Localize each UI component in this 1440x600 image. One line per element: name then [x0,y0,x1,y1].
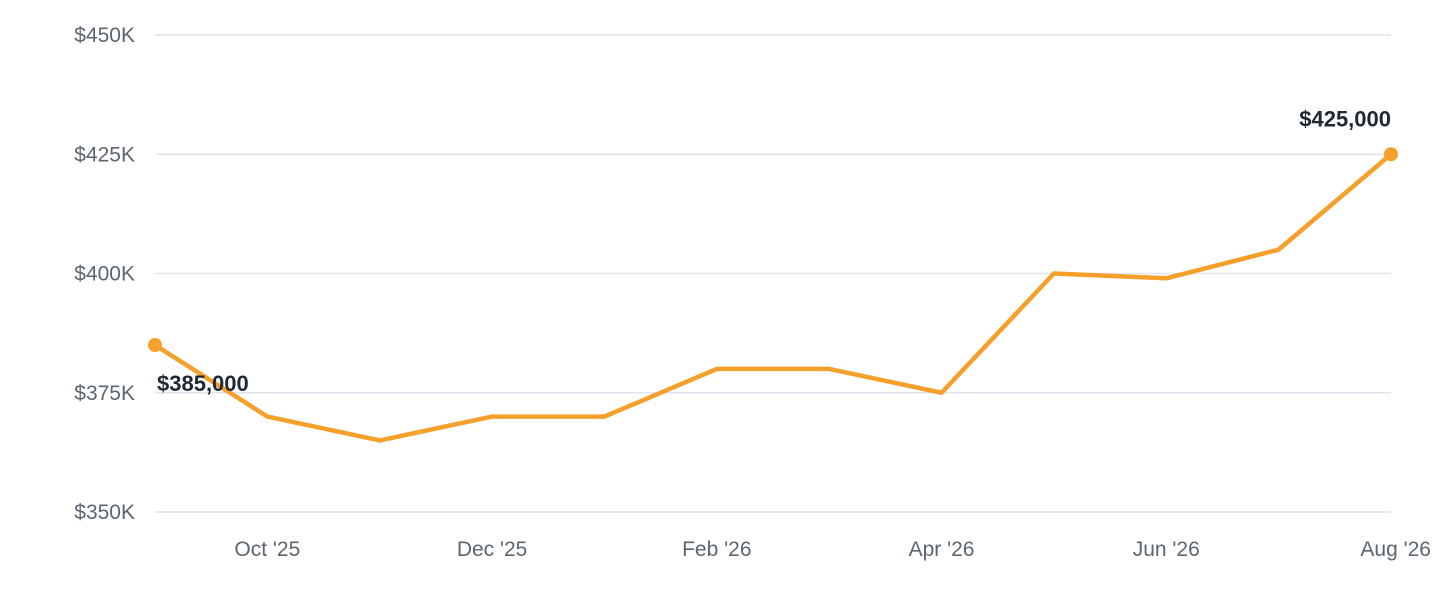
x-tick-label: Oct '25 [234,538,300,561]
y-axis: $350K $375K $400K $425K $450K [74,24,135,524]
x-tick-label: Apr '26 [909,538,975,561]
grid-layer [155,34,1391,513]
series-layer [148,147,1398,443]
series-line [152,152,1394,443]
x-tick-label: Feb '26 [682,538,751,561]
y-tick-label: $450K [74,24,135,47]
y-tick-label: $375K [74,382,135,405]
x-tick-label: Jun '26 [1133,538,1200,561]
data-point-marker [1384,147,1398,162]
y-tick-label: $400K [74,263,135,286]
data-point-marker [148,338,162,353]
data-label: $425,000 [1299,106,1391,131]
y-tick-label: $425K [74,143,135,166]
y-tick-label: $350K [74,501,135,524]
x-tick-label: Aug '26 [1360,538,1431,561]
x-axis: Oct '25 Dec '25 Feb '26 Apr '26 Jun '26 Aug '… [234,538,1431,561]
label-layer: $385,000 $425,000 [157,106,1391,396]
data-label: $385,000 [157,371,249,396]
x-tick-label: Dec '25 [457,538,528,561]
